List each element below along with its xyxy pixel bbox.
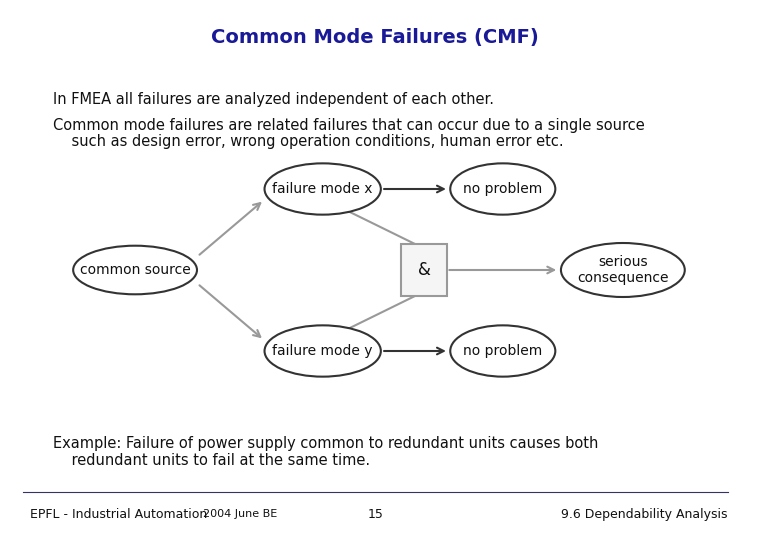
- Text: Example: Failure of power supply common to redundant units causes both: Example: Failure of power supply common …: [52, 436, 598, 451]
- Text: no problem: no problem: [463, 182, 542, 196]
- Ellipse shape: [561, 243, 685, 297]
- Text: redundant units to fail at the same time.: redundant units to fail at the same time…: [52, 453, 370, 468]
- Text: failure mode x: failure mode x: [272, 182, 373, 196]
- Text: Common mode failures are related failures that can occur due to a single source: Common mode failures are related failure…: [52, 118, 644, 133]
- Text: &: &: [417, 261, 431, 279]
- Text: EPFL - Industrial Automation: EPFL - Industrial Automation: [30, 508, 207, 521]
- Text: 9.6 Dependability Analysis: 9.6 Dependability Analysis: [562, 508, 728, 521]
- Text: Common Mode Failures (CMF): Common Mode Failures (CMF): [211, 28, 539, 48]
- FancyBboxPatch shape: [402, 244, 446, 296]
- Text: no problem: no problem: [463, 344, 542, 358]
- Ellipse shape: [264, 325, 381, 377]
- Text: 15: 15: [367, 508, 383, 521]
- Text: In FMEA all failures are analyzed independent of each other.: In FMEA all failures are analyzed indepe…: [52, 92, 494, 107]
- Ellipse shape: [264, 163, 381, 214]
- Ellipse shape: [450, 325, 555, 377]
- Text: failure mode y: failure mode y: [272, 344, 373, 358]
- Ellipse shape: [73, 246, 197, 294]
- Text: common source: common source: [80, 263, 190, 277]
- Text: such as design error, wrong operation conditions, human error etc.: such as design error, wrong operation co…: [52, 134, 563, 149]
- Text: 2004 June BE: 2004 June BE: [203, 509, 277, 519]
- Text: serious
consequence: serious consequence: [577, 255, 668, 285]
- Ellipse shape: [450, 163, 555, 214]
